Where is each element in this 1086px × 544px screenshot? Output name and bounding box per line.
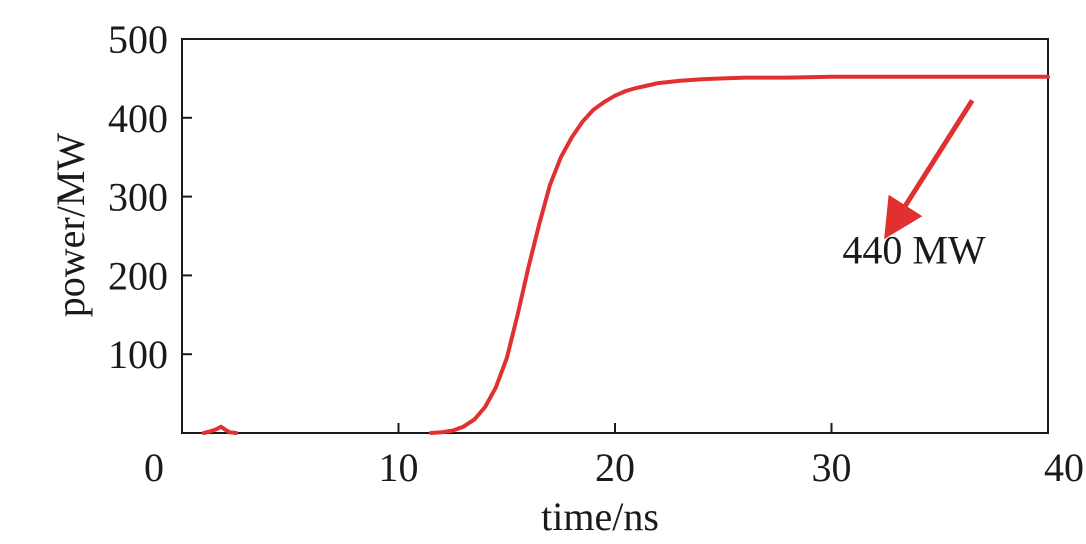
y-tick-label: 300 [108, 175, 168, 220]
annotation-layer: 440 MW [842, 99, 986, 273]
annotation-arrow [884, 99, 975, 240]
x-tick-label: 0 [144, 445, 164, 490]
series-layer [201, 74, 1050, 435]
x-tick-label: 30 [812, 445, 852, 490]
x-axis: 0 10 20 30 40 [144, 423, 1084, 490]
annotation-label: 440 MW [842, 228, 986, 273]
y-tick-label: 200 [108, 253, 168, 298]
x-tick-label: 20 [595, 445, 635, 490]
y-axis: 100 200 300 400 500 [108, 17, 192, 377]
series-line [429, 74, 1050, 435]
x-tick-label: 10 [379, 445, 419, 490]
y-tick-label: 400 [108, 96, 168, 141]
series-line [201, 424, 239, 435]
y-axis-label: power/MW [48, 133, 93, 318]
y-tick-label: 100 [108, 332, 168, 377]
x-tick-label: 40 [1044, 445, 1084, 490]
y-tick-label: 500 [108, 17, 168, 62]
x-axis-label: time/ns [541, 494, 659, 539]
